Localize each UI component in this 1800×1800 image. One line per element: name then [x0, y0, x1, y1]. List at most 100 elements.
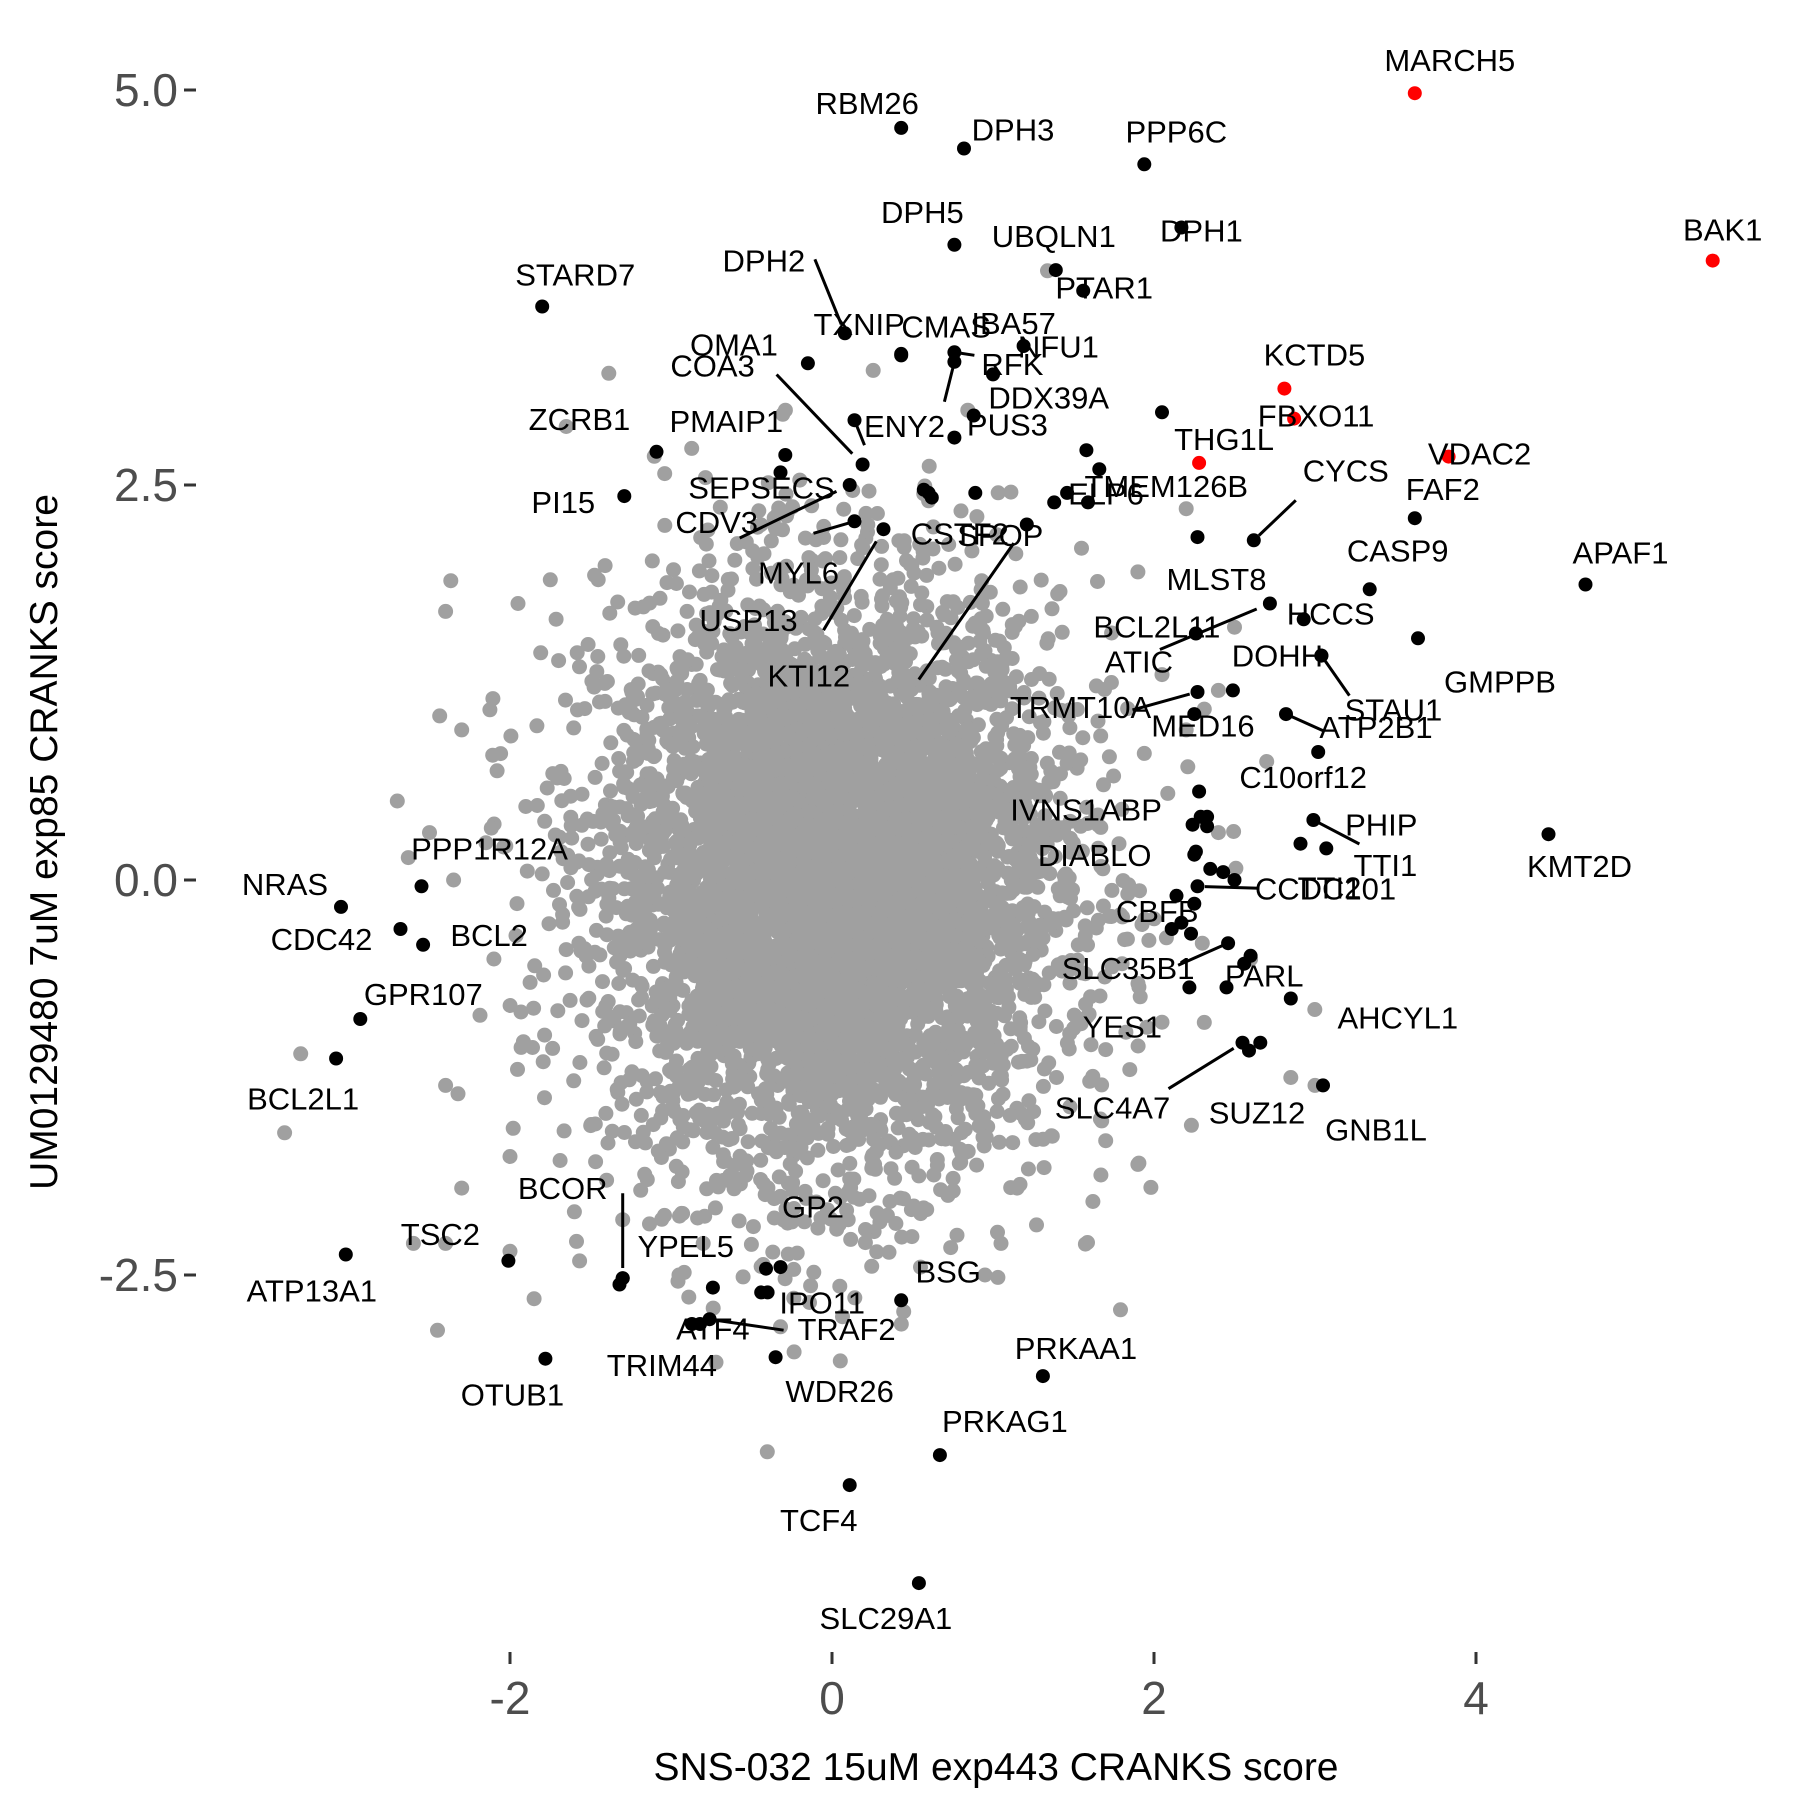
background-point [1018, 785, 1034, 800]
background-point [712, 988, 728, 1004]
background-point [611, 751, 627, 766]
background-point [900, 1092, 916, 1108]
background-point [726, 1157, 742, 1173]
background-point [869, 1205, 885, 1221]
background-point [577, 701, 593, 717]
background-point [1011, 1054, 1026, 1070]
background-point [669, 673, 685, 689]
background-point [633, 1182, 649, 1198]
background-point [872, 1137, 888, 1153]
background-point [1101, 749, 1117, 765]
background-point [550, 1003, 566, 1019]
background-point [657, 517, 673, 533]
background-point [1096, 777, 1111, 793]
background-point [833, 532, 849, 548]
background-point [675, 1134, 691, 1150]
background-point [552, 1153, 568, 1168]
background-point [1183, 1117, 1199, 1133]
background-point [633, 1107, 649, 1123]
background-point [893, 1316, 909, 1332]
background-point [1075, 730, 1091, 746]
background-point [555, 914, 571, 930]
background-point [639, 1084, 655, 1100]
background-point [991, 1134, 1007, 1150]
background-point [529, 718, 545, 734]
background-point [1114, 956, 1130, 972]
background-point [740, 1079, 756, 1095]
background-point [912, 536, 928, 552]
background-point [930, 1042, 946, 1058]
background-point [534, 866, 550, 882]
background-point [888, 1216, 904, 1231]
background-point [1196, 1014, 1212, 1030]
background-point [749, 571, 764, 587]
background-point [701, 553, 717, 569]
background-point [571, 899, 587, 915]
background-point [732, 1121, 748, 1137]
background-point [496, 839, 512, 855]
background-point [929, 1157, 945, 1173]
background-point [639, 1172, 655, 1188]
background-point [1118, 1024, 1134, 1040]
background-point [865, 362, 881, 378]
background-point [569, 1233, 584, 1249]
background-point [596, 1060, 612, 1076]
background-point [803, 1278, 819, 1294]
background-point [505, 1120, 521, 1136]
background-point [489, 763, 505, 779]
background-point [747, 638, 763, 654]
background-point [1024, 672, 1039, 687]
background-point [566, 720, 582, 736]
background-point [852, 674, 868, 690]
background-point [613, 1075, 629, 1091]
background-point [1131, 979, 1147, 995]
background-point [858, 1222, 873, 1237]
background-point [563, 809, 579, 825]
background-point [874, 591, 889, 607]
background-point [1146, 911, 1162, 927]
background-point [995, 1086, 1011, 1102]
background-point [782, 1156, 798, 1172]
background-point [861, 1188, 877, 1204]
background-point [1079, 900, 1095, 916]
background-point [510, 1061, 525, 1077]
background-point [659, 575, 675, 591]
background-point [872, 571, 888, 587]
background-point [768, 521, 784, 537]
background-point [765, 1244, 781, 1260]
background-point [921, 458, 937, 474]
background-point [1018, 936, 1034, 952]
background-point [598, 1105, 614, 1121]
background-point [587, 769, 603, 785]
background-point [1002, 1107, 1018, 1123]
background-point [697, 1086, 713, 1102]
background-point [1050, 586, 1066, 602]
background-point [914, 585, 930, 601]
background-point [1025, 1041, 1041, 1057]
background-points [277, 263, 1323, 1460]
background-point [819, 1202, 835, 1218]
background-point [747, 651, 763, 667]
background-point [714, 791, 730, 807]
background-point [580, 637, 596, 652]
background-point [1035, 1078, 1051, 1094]
background-point [1062, 720, 1078, 736]
background-point [945, 1170, 961, 1186]
background-point [617, 764, 633, 780]
background-point [590, 1031, 606, 1047]
background-point [807, 611, 823, 627]
background-point [1020, 1161, 1036, 1177]
background-point [600, 1135, 616, 1151]
background-point [588, 1154, 604, 1170]
background-point [881, 1244, 897, 1260]
background-point [743, 1236, 759, 1252]
background-point [1080, 937, 1095, 953]
background-point [644, 553, 660, 569]
background-point [759, 1444, 775, 1460]
background-point [580, 889, 596, 905]
background-point [921, 670, 937, 686]
background-point [1226, 824, 1242, 839]
background-point [815, 1173, 831, 1189]
background-point [1041, 671, 1057, 687]
